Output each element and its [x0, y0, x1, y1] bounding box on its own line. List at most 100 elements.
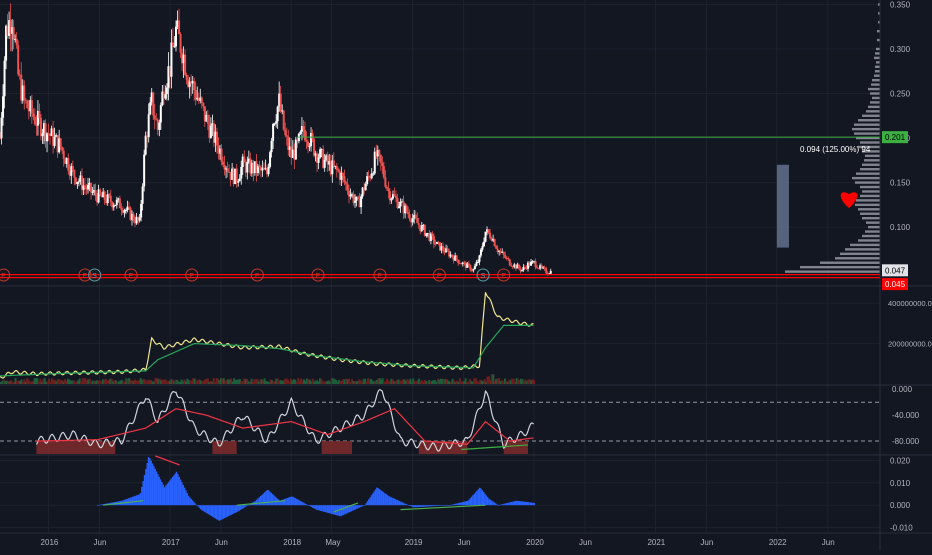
volume-bar: [517, 379, 520, 384]
volume-bar: [464, 378, 467, 384]
volume-bar: [403, 379, 406, 384]
histogram-bar: [348, 505, 350, 513]
histogram-bar: [410, 505, 413, 507]
candle-body: [52, 128, 55, 146]
histogram-bar: [486, 497, 489, 506]
histogram-bar: [221, 505, 223, 520]
candle-body: [483, 241, 485, 247]
histogram-tick-label: -0.010: [890, 524, 913, 533]
candle-body: [398, 206, 401, 209]
volume-bar: [288, 381, 291, 384]
candle-body: [275, 121, 278, 124]
volume-profile-bar: [875, 70, 880, 73]
volume-bar: [260, 379, 263, 384]
volume-bar: [201, 380, 204, 384]
volume-bar: [48, 378, 51, 384]
histogram-bar: [174, 473, 176, 506]
histogram-panel[interactable]: [97, 455, 536, 521]
earnings-marker: [0, 268, 11, 282]
histogram-bar: [182, 484, 184, 506]
histogram-bar: [446, 505, 449, 506]
volume-bar: [50, 378, 53, 384]
volume-bar: [215, 378, 218, 384]
volume-series-green: [0, 324, 534, 377]
histogram-bar: [525, 501, 528, 506]
histogram-bar: [380, 490, 382, 506]
histogram-bar: [332, 505, 334, 515]
volume-bar: [71, 380, 74, 384]
candle-body: [53, 136, 56, 146]
candle-body: [14, 38, 17, 40]
volume-bar: [463, 381, 466, 384]
candle-body: [118, 198, 121, 209]
volume-bar: [55, 381, 58, 384]
volume-bar: [241, 381, 244, 384]
histogram-bar: [366, 501, 369, 506]
x-tick-label: 2022: [769, 538, 787, 547]
candle-body: [171, 42, 174, 47]
volume-bar: [166, 381, 169, 384]
volume-bar: [450, 381, 453, 384]
candle-body: [83, 185, 86, 188]
volume-tick-label: 400000000.000: [888, 299, 932, 308]
candle-body: [46, 133, 49, 142]
volume-bar: [383, 381, 386, 384]
candle-body: [241, 156, 244, 167]
candle-body: [228, 171, 231, 173]
candle-body: [390, 198, 393, 201]
price-panel[interactable]: 0.094 (125.00%) 94E E S E E E E E E S E: [0, 3, 880, 282]
volume-bar: [359, 380, 362, 384]
volume-bar: [470, 381, 473, 384]
histogram-bar: [141, 486, 143, 506]
candle-body: [124, 209, 127, 211]
histogram-bar: [400, 501, 402, 506]
oscillator-panel[interactable]: [0, 389, 880, 454]
histogram-bar: [422, 505, 425, 507]
volume-oscillator-panel[interactable]: [0, 292, 536, 384]
candle-body: [179, 34, 182, 53]
candle-body: [299, 131, 302, 134]
candle-body: [156, 119, 159, 130]
histogram-bar: [262, 493, 265, 506]
candle-body: [479, 249, 482, 256]
histogram-bar: [330, 505, 333, 514]
candle-body: [272, 123, 275, 141]
histogram-bar: [377, 488, 379, 506]
candle-body: [12, 27, 15, 40]
candle-body: [102, 191, 105, 198]
histogram-bar: [255, 499, 258, 506]
candle-body: [256, 165, 259, 174]
candle-body: [103, 191, 106, 201]
candle-body: [27, 108, 30, 112]
candle-body: [149, 102, 152, 115]
volume-profile-bar: [862, 163, 880, 166]
candle-body: [29, 100, 32, 112]
volume-bar: [125, 378, 128, 384]
candle-body: [162, 91, 165, 99]
volume-bar: [310, 381, 313, 384]
histogram-bar: [268, 490, 270, 506]
volume-bar: [415, 381, 418, 384]
volume-bar: [374, 381, 377, 384]
candle-body: [80, 175, 83, 190]
volume-bar: [224, 380, 227, 384]
candle-body: [8, 20, 11, 36]
candle-body: [20, 74, 23, 101]
volume-profile-bar: [850, 243, 880, 247]
volume-bar: [295, 381, 298, 384]
candle-body: [310, 132, 313, 147]
volume-profile-bar: [877, 29, 880, 33]
candle-body: [369, 176, 372, 179]
volume-bar: [189, 380, 192, 384]
histogram-bar: [207, 505, 210, 515]
candle-body: [232, 168, 235, 185]
volume-bar: [352, 380, 355, 384]
volume-bar: [308, 379, 311, 384]
candle-body: [460, 263, 463, 265]
volume-bar: [372, 381, 375, 384]
candle-body: [473, 266, 476, 270]
candle-body: [173, 46, 176, 48]
candle-body: [77, 181, 80, 183]
candle-body: [112, 205, 115, 208]
